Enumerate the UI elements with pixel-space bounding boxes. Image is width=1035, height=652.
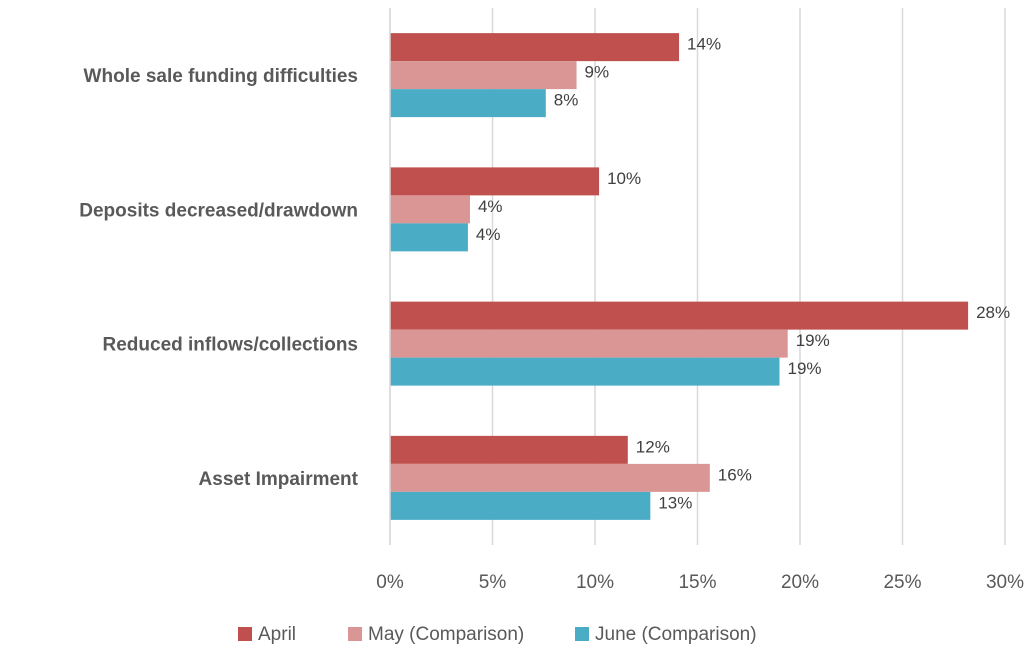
value-label: 16% <box>718 465 752 484</box>
bar <box>390 89 546 118</box>
x-tick-label: 20% <box>781 572 819 593</box>
value-label: 12% <box>636 437 670 456</box>
legend-label: May (Comparison) <box>368 624 524 645</box>
value-label: 19% <box>796 331 830 350</box>
value-label: 4% <box>476 225 501 244</box>
legend-swatch <box>348 627 362 641</box>
value-label: 14% <box>687 35 721 54</box>
bar <box>390 167 600 196</box>
x-tick-label: 10% <box>576 572 614 593</box>
bar <box>390 463 710 492</box>
bar <box>390 33 680 62</box>
category-label: Asset Impairment <box>199 469 359 490</box>
bar <box>390 329 788 358</box>
x-tick-label: 15% <box>678 572 716 593</box>
legend-label: April <box>258 624 296 645</box>
value-label: 8% <box>554 91 579 110</box>
value-label: 13% <box>658 493 692 512</box>
x-tick-label: 25% <box>883 572 921 593</box>
category-label: Deposits decreased/drawdown <box>79 200 358 221</box>
bar <box>390 301 969 330</box>
bar <box>390 61 577 90</box>
bar <box>390 357 780 386</box>
value-label: 19% <box>788 359 822 378</box>
value-label: 28% <box>976 303 1010 322</box>
legend-swatch <box>238 627 252 641</box>
x-tick-label: 0% <box>376 572 404 593</box>
bar <box>390 195 470 224</box>
x-tick-label: 5% <box>479 572 507 593</box>
x-tick-label: 30% <box>986 572 1024 593</box>
value-label: 4% <box>478 197 503 216</box>
category-label: Whole sale funding difficulties <box>84 66 358 87</box>
value-label: 10% <box>607 169 641 188</box>
value-label: 9% <box>585 63 610 82</box>
legend-swatch <box>575 627 589 641</box>
bar <box>390 491 651 520</box>
category-label: Reduced inflows/collections <box>103 335 359 356</box>
bar <box>390 223 468 252</box>
bar <box>390 435 628 464</box>
legend-label: June (Comparison) <box>595 624 757 645</box>
